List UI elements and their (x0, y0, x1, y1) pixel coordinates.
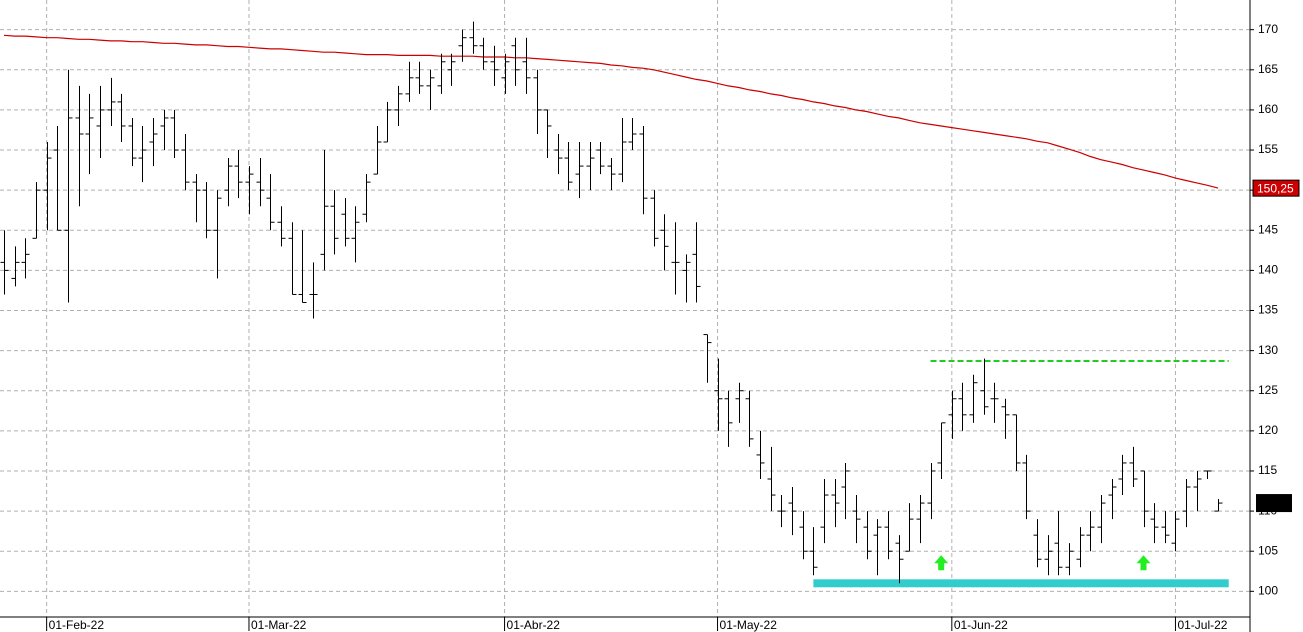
y-tick-label: 165 (1258, 62, 1278, 76)
y-tick-label: 120 (1258, 423, 1278, 437)
x-tick-label: 01-May-22 (720, 618, 778, 632)
y-tick-label: 115 (1258, 463, 1277, 477)
y-tick-label: 130 (1258, 343, 1278, 357)
x-tick-label: 01-Jul-22 (1177, 618, 1227, 632)
x-tick-label: 01-Mar-22 (251, 618, 307, 632)
moving-average (3, 34, 1219, 189)
y-tick-label: 100 (1258, 583, 1278, 597)
support-band (813, 579, 1229, 588)
y-tick-label: 140 (1258, 263, 1278, 277)
y-tick-label: 155 (1258, 142, 1278, 156)
y-tick-label: 135 (1258, 303, 1278, 317)
arrow (934, 555, 949, 571)
x-tick-label: 01-Jun-22 (954, 618, 1008, 632)
ma-label: 150,25 (1257, 181, 1294, 195)
x-tick-label: 01-Abr-22 (507, 618, 561, 632)
x-tick-label: 01-Feb-22 (49, 618, 105, 632)
y-tick-label: 145 (1258, 222, 1278, 236)
y-tick-label: 170 (1258, 22, 1278, 36)
y-tick-label: 105 (1258, 543, 1278, 557)
y-tick-label: 160 (1258, 102, 1278, 116)
y-tick-label: 125 (1258, 383, 1278, 397)
arrow (1136, 555, 1151, 571)
price-box (1256, 494, 1292, 513)
ma-label-box (1252, 179, 1300, 197)
